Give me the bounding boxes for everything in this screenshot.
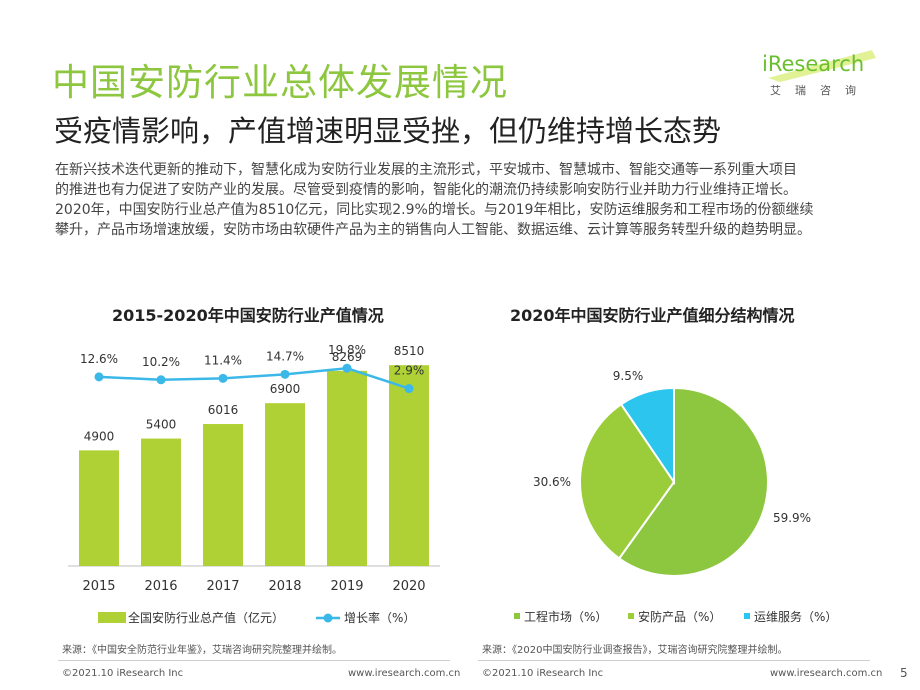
website-link-right[interactable]: www.iresearch.com.cn: [770, 668, 883, 679]
bar-2020: [389, 365, 429, 566]
legend-bar-label: 全国安防行业总产值（亿元）: [128, 610, 284, 625]
footer-divider-left: [58, 660, 450, 661]
source-note-left: 来源：《中国安全防范行业年鉴》，艾瑞咨询研究院整理并绘制。: [62, 645, 342, 656]
x-tick-label: 2016: [144, 579, 177, 594]
bar-value-label: 5400: [146, 418, 177, 432]
x-tick-label: 2019: [330, 579, 363, 594]
growth-point: [280, 369, 290, 379]
x-tick-label: 2015: [82, 579, 115, 594]
growth-rate-line: [98, 366, 410, 390]
bar-2016: [141, 438, 181, 566]
bar-value-label: 8269: [332, 350, 363, 364]
body-line: 攀升，产品市场增速放缓，安防市场由软硬件产品为主的销售向人工智能、数据运维、云计…: [55, 222, 811, 238]
x-tick-label: 2018: [268, 579, 301, 594]
bar-chart-title: 2015-2020年中国安防行业产值情况: [112, 306, 384, 325]
pie-chart-title: 2020年中国安防行业产值细分结构情况: [510, 306, 795, 325]
page-number: 5: [900, 666, 908, 680]
copyright-left: ©2021.10 iResearch Inc: [62, 668, 184, 679]
footer-divider-right: [478, 660, 870, 661]
growth-point: [404, 384, 414, 394]
logo-wordmark: iResearch: [762, 52, 865, 76]
growth-point: [94, 372, 104, 382]
logo-swoosh-icon: [768, 50, 876, 82]
growth-value-label: 11.4%: [204, 353, 242, 367]
source-note-right: 来源：《2020中国安防行业调查报告》，艾瑞咨询研究院整理并绘制。: [482, 645, 788, 656]
bar-2019: [327, 370, 367, 566]
bar-2015: [79, 450, 119, 566]
legend-bar-swatch: [98, 612, 126, 623]
copyright-right: ©2021.10 iResearch Inc: [482, 668, 604, 679]
growth-point: [218, 373, 228, 383]
growth-value-label: 14.7%: [266, 349, 304, 363]
bar-value-label: 6016: [208, 403, 239, 417]
website-link-left[interactable]: www.iresearch.com.cn: [348, 668, 461, 679]
body-paragraph: 在新兴技术迭代更新的推动下，智慧化成为安防行业发展的主流形式，平安城市、智慧城市…: [55, 160, 885, 240]
body-line: 在新兴技术迭代更新的推动下，智慧化成为安防行业发展的主流形式，平安城市、智慧城市…: [55, 162, 797, 178]
x-tick-label: 2020: [392, 579, 425, 594]
iresearch-logo: iResearch 艾瑞咨询: [760, 46, 878, 106]
legend-line-marker: [323, 613, 333, 623]
legend-line-label: 增长率（%）: [344, 610, 415, 625]
growth-value-label: 2.9%: [394, 364, 425, 378]
bar-2018: [265, 403, 305, 566]
growth-value-label: 10.2%: [142, 355, 180, 369]
growth-point: [342, 363, 352, 373]
bar-value-label: 4900: [84, 429, 115, 443]
body-line: 的推进也有力促进了安防产业的发展。尽管受到疫情的影响，智能化的潮流仍持续影响安防…: [55, 182, 797, 198]
bar-value-label: 6900: [270, 382, 301, 396]
page-subtitle: 受疫情影响，产值增速明显受挫，但仍维持增长态势: [54, 114, 722, 148]
bar-value-label: 8510: [394, 344, 425, 358]
growth-value-label: 12.6%: [80, 352, 118, 366]
logo-subtext: 艾瑞咨询: [770, 84, 870, 97]
growth-value-label: 19.8%: [328, 343, 366, 357]
bar-2017: [203, 424, 243, 566]
x-tick-label: 2017: [206, 579, 239, 594]
page-title: 中国安防行业总体发展情况: [52, 61, 508, 104]
body-line: 2020年，中国安防行业总产值为8510亿元，同比实现2.9%的增长。与2019…: [55, 202, 814, 218]
growth-point: [156, 375, 166, 385]
